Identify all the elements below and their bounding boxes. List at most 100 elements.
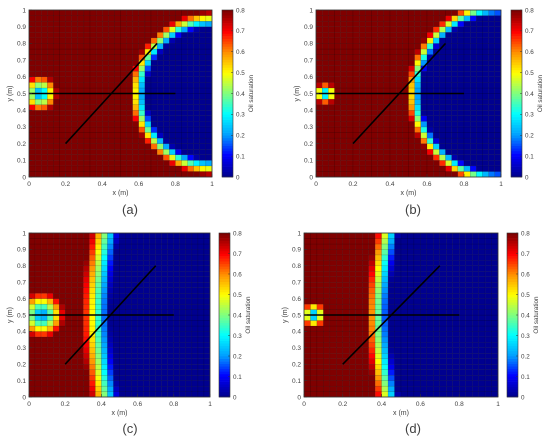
heatmap-cell [402, 137, 409, 144]
heatmap-cell [484, 243, 492, 250]
heatmap-cell [433, 374, 441, 381]
heatmap-cell [377, 59, 385, 66]
heatmap-cell [28, 65, 36, 72]
heatmap-cell [163, 48, 170, 55]
heatmap-cell [336, 342, 344, 349]
heatmap-cell [408, 104, 415, 111]
heatmap-cell [71, 65, 79, 72]
heatmap-cell [358, 20, 366, 27]
heatmap-cell [149, 380, 156, 387]
colorbar-segment [219, 289, 230, 293]
heatmap-cell [173, 303, 181, 310]
heatmap-cell [471, 298, 479, 305]
heatmap-cell [163, 26, 170, 33]
heatmap-cell [143, 374, 150, 381]
heatmap-cell [150, 148, 158, 155]
heatmap-cell [203, 249, 211, 256]
heatmap-cell [402, 98, 409, 105]
heatmap-cell [402, 26, 409, 33]
heatmap-cell [452, 249, 460, 256]
heatmap-cell [413, 336, 421, 343]
heatmap-cell [352, 37, 360, 44]
colorbar-segment [222, 140, 233, 144]
colorbar-segment [511, 70, 522, 73]
heatmap-cell [126, 137, 133, 144]
heatmap-cell [321, 104, 329, 111]
heatmap-cell [482, 82, 489, 89]
heatmap-cell [315, 98, 323, 105]
heatmap-cell [34, 65, 42, 72]
colorbar-tick-label: 0.6 [233, 271, 242, 278]
heatmap-cell [95, 165, 103, 172]
heatmap-cell [336, 282, 344, 288]
heatmap-cell [371, 154, 378, 161]
heatmap-cell [101, 369, 108, 376]
heatmap-cell [119, 385, 126, 392]
heatmap-cell [383, 9, 391, 16]
heatmap-cell [368, 292, 376, 299]
heatmap-cell [205, 171, 213, 178]
heatmap-cell [52, 287, 60, 294]
heatmap-cell [89, 154, 97, 161]
heatmap-cell [349, 314, 356, 321]
heatmap-cell [138, 143, 146, 150]
heatmap-cell [193, 143, 201, 150]
heatmap-cell [407, 336, 415, 343]
heatmap-cell [199, 9, 207, 16]
colorbar-segment [219, 238, 230, 241]
heatmap-cell [203, 314, 211, 321]
heatmap-cell [329, 336, 337, 343]
colorbar-tick-label: 0.1 [236, 153, 245, 160]
heatmap-cell [193, 37, 201, 44]
heatmap-cell [402, 132, 409, 139]
heatmap-cell [482, 110, 489, 116]
heatmap-cell [181, 54, 188, 61]
heatmap-cell [316, 385, 324, 392]
heatmap-cell [187, 43, 194, 50]
heatmap-cell [329, 249, 337, 256]
heatmap-cell [362, 331, 369, 338]
heatmap-cell [315, 165, 323, 172]
colorbar-segment [507, 376, 518, 380]
heatmap-cell [52, 292, 60, 299]
colorbar-segment [222, 43, 233, 47]
heatmap-cell [199, 132, 207, 139]
heatmap-cell [471, 353, 479, 359]
colorbar-segment [219, 274, 230, 277]
heatmap-cell [169, 110, 176, 116]
x-tick-label: 0 [314, 181, 318, 188]
heatmap-cell [77, 9, 85, 16]
heatmap-cell [321, 9, 329, 16]
heatmap-cell [329, 385, 337, 392]
heatmap-cell [137, 243, 144, 250]
heatmap-cell [185, 320, 193, 327]
heatmap-cell [185, 265, 193, 272]
heatmap-cell [28, 358, 36, 365]
heatmap-cell [34, 287, 42, 294]
heatmap-cell [175, 37, 182, 44]
heatmap-cell [402, 37, 409, 44]
heatmap-cell [355, 249, 363, 256]
colorbar-segment [222, 83, 233, 86]
heatmap-cell [362, 353, 369, 359]
heatmap-cell [185, 380, 193, 387]
heatmap-cell [321, 20, 329, 27]
heatmap-cell [465, 238, 473, 245]
heatmap-cell [71, 336, 78, 343]
colorbar-segment [511, 171, 522, 175]
heatmap-cell [144, 32, 152, 39]
heatmap-cell [203, 369, 211, 376]
heatmap-cell [368, 232, 376, 239]
heatmap-cell [323, 271, 331, 277]
x-tick-label: 0.6 [134, 181, 143, 188]
colorbar-segment [511, 51, 522, 55]
heatmap-cell [400, 260, 408, 267]
heatmap-cell [95, 93, 103, 100]
heatmap-cell [95, 54, 103, 61]
colorbar-segment [507, 284, 518, 288]
heatmap-cell [120, 160, 127, 167]
heatmap-cell [83, 93, 91, 100]
heatmap-cell [446, 364, 453, 370]
heatmap-cell [144, 76, 152, 83]
heatmap-cell [336, 358, 344, 365]
